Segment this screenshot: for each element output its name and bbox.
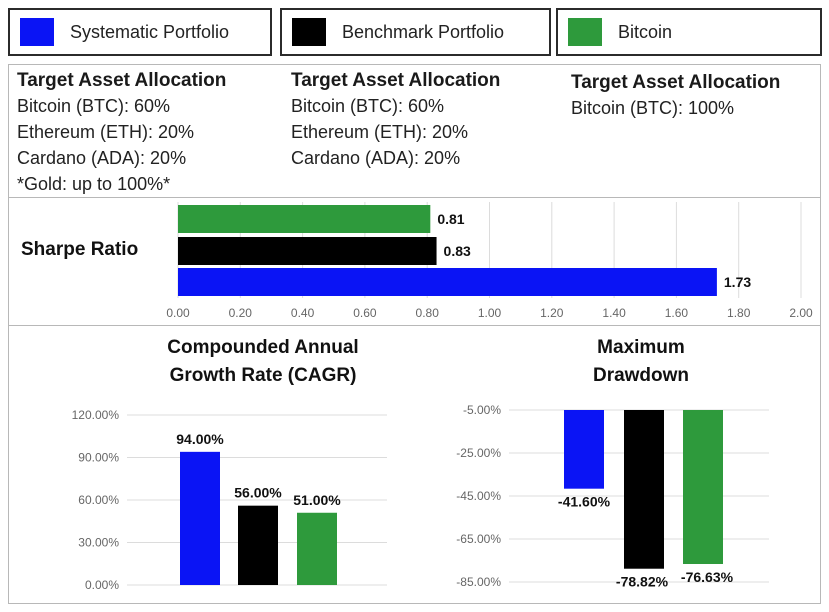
legend-label-bitcoin: Bitcoin bbox=[618, 21, 673, 42]
sharpe-panel: 0.81 0.83 1.73 0.00 0.20 0.40 0.60 0.80 1.00 1.2… bbox=[8, 198, 821, 326]
data-label: -41.60% bbox=[558, 494, 611, 510]
legend-swatch-systematic bbox=[20, 18, 54, 46]
sharpe-bar bbox=[178, 268, 717, 296]
allocation-panel: Target Asset Allocation Bitcoin (BTC): 6… bbox=[8, 64, 821, 198]
data-label: -76.63% bbox=[681, 569, 734, 585]
x-tick-label: 2.00 bbox=[789, 306, 813, 320]
drawdown-bar bbox=[683, 410, 723, 565]
allocation-title: Target Asset Allocation bbox=[571, 72, 781, 93]
cagr-title-line-2: Growth Rate (CAGR) bbox=[170, 365, 357, 386]
x-tick-label: 0.20 bbox=[229, 306, 253, 320]
x-tick-label: 1.20 bbox=[540, 306, 564, 320]
x-tick-label: 1.60 bbox=[665, 306, 689, 320]
x-tick-label: 1.80 bbox=[727, 306, 751, 320]
allocation-item: Bitcoin (BTC): 60% bbox=[291, 96, 445, 116]
data-label: 0.83 bbox=[444, 243, 471, 259]
x-tick-label: 0.00 bbox=[166, 306, 190, 320]
y-tick-label: -25.00% bbox=[456, 446, 501, 460]
x-tick-label: 1.40 bbox=[602, 306, 626, 320]
cagr-bar bbox=[238, 505, 278, 585]
data-label: 1.73 bbox=[724, 274, 751, 290]
legend-item-systematic: Systematic Portfolio bbox=[8, 8, 272, 56]
drawdown-bar bbox=[564, 410, 604, 489]
data-label: -78.82% bbox=[616, 574, 669, 590]
y-tick-label: 90.00% bbox=[78, 451, 119, 465]
x-tick-label: 0.60 bbox=[353, 306, 377, 320]
drawdown-title-line-1: Maximum bbox=[597, 337, 685, 358]
drawdown-bar bbox=[624, 410, 664, 569]
allocation-title: Target Asset Allocation bbox=[17, 70, 227, 91]
legend-item-bitcoin: Bitcoin bbox=[556, 8, 822, 56]
y-tick-label: 120.00% bbox=[72, 408, 120, 422]
allocation-item: Cardano (ADA): 20% bbox=[291, 148, 461, 168]
allocation-benchmark: Target Asset Allocation Bitcoin (BTC): 6… bbox=[291, 69, 500, 171]
legend-item-benchmark: Benchmark Portfolio bbox=[280, 8, 551, 56]
data-label: 56.00% bbox=[234, 485, 282, 501]
y-tick-label: 30.00% bbox=[78, 536, 119, 550]
y-tick-label: 60.00% bbox=[78, 493, 119, 507]
data-label: 51.00% bbox=[293, 492, 341, 508]
cagr-bar bbox=[297, 512, 337, 585]
allocation-item: Ethereum (ETH): 20% bbox=[291, 122, 469, 142]
drawdown-title-line-2: Drawdown bbox=[593, 365, 689, 386]
cagr-bar bbox=[180, 451, 220, 585]
legend-swatch-bitcoin bbox=[568, 18, 602, 46]
allocation-item: Ethereum (ETH): 20% bbox=[17, 122, 195, 142]
x-tick-label: 1.00 bbox=[478, 306, 502, 320]
x-tick-label: 0.80 bbox=[416, 306, 440, 320]
chart-title: Sharpe Ratio bbox=[21, 239, 138, 260]
sharpe-bar bbox=[178, 205, 431, 233]
allocation-systematic: Target Asset Allocation Bitcoin (BTC): 6… bbox=[17, 69, 226, 197]
y-tick-label: -85.00% bbox=[456, 575, 501, 589]
y-tick-label: -5.00% bbox=[463, 403, 501, 417]
x-tick-label: 0.40 bbox=[291, 306, 315, 320]
data-label: 94.00% bbox=[176, 431, 224, 447]
sharpe-chart: 0.81 0.83 1.73 0.00 0.20 0.40 0.60 0.80 1.00 1.2… bbox=[21, 202, 813, 320]
bottom-panel: Compounded Annual Growth Rate (CAGR) 0.0… bbox=[8, 326, 821, 604]
sharpe-bar bbox=[178, 237, 437, 265]
legend-label-benchmark: Benchmark Portfolio bbox=[342, 21, 505, 42]
data-label: 0.81 bbox=[437, 211, 464, 227]
allocation-item: Cardano (ADA): 20% bbox=[17, 148, 187, 168]
allocation-item: Bitcoin (BTC): 100% bbox=[571, 98, 735, 118]
cagr-title-line-1: Compounded Annual bbox=[167, 337, 358, 358]
y-tick-label: -65.00% bbox=[456, 532, 501, 546]
legend-swatch-benchmark bbox=[292, 18, 326, 46]
allocation-title: Target Asset Allocation bbox=[291, 70, 501, 91]
y-tick-label: 0.00% bbox=[85, 578, 119, 592]
allocation-item: Bitcoin (BTC): 60% bbox=[17, 96, 171, 116]
bottom-charts: Compounded Annual Growth Rate (CAGR) 0.0… bbox=[72, 337, 769, 592]
y-tick-label: -45.00% bbox=[456, 489, 501, 503]
allocation-bitcoin: Target Asset Allocation Bitcoin (BTC): 1… bbox=[571, 71, 780, 121]
legend-label-systematic: Systematic Portfolio bbox=[70, 21, 230, 42]
allocation-item: *Gold: up to 100%* bbox=[17, 174, 171, 194]
